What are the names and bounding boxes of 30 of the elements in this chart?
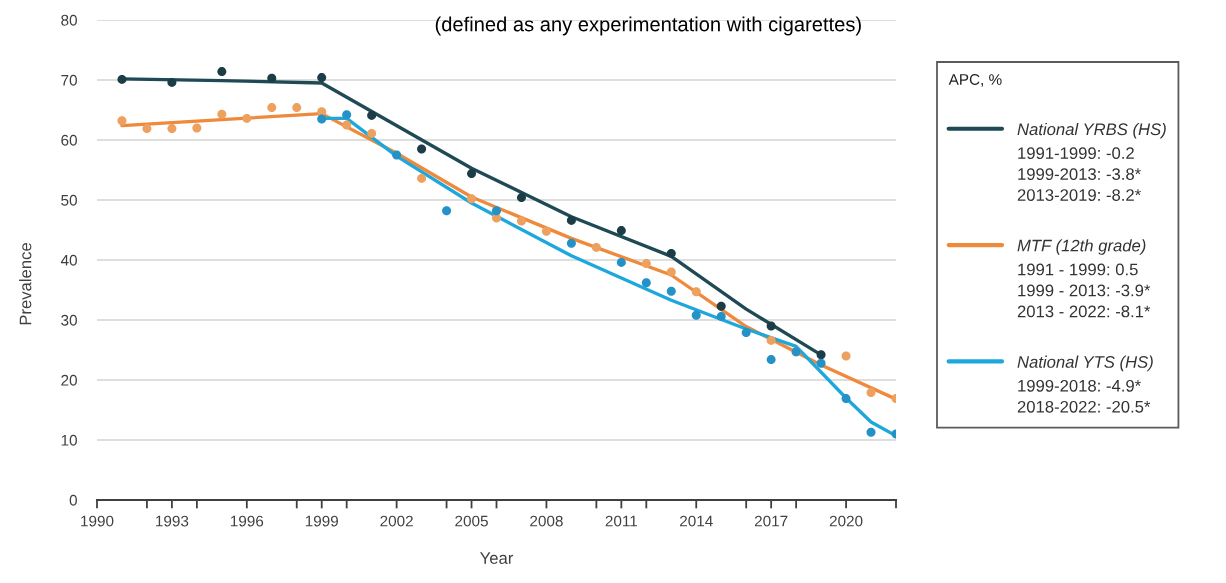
y-axis-title: Prevalence [19,243,32,325]
y-tick-label: 60 [61,134,77,146]
x-tick-label: 2017 [754,515,788,527]
y-tick-label: 80 [61,14,77,26]
legend-label: National YRBS (HS) [1017,122,1166,139]
y-tick-label: 20 [61,374,77,386]
x-tick-label: 2020 [829,515,863,527]
text: 1991 - 1999: 0.5 1999 - 2013: -3.9* 2013 - 2022: -8.1* [1017,263,1151,318]
legend-title: APC, % [948,74,1002,87]
x-tick-label: 1993 [156,515,189,527]
x-tick-label: 1996 [230,515,264,527]
y-tick-label: 50 [61,194,77,206]
legend-label: National YTS (HS) [1017,355,1153,372]
y-tick-label: 10 [61,434,77,446]
x-tick-label: 2002 [380,515,413,527]
y-tick-label: 70 [61,74,77,86]
y-tick-label: 30 [61,314,77,326]
y-tick-label: 40 [60,254,77,266]
chart-title: (defined as any experimentation with cigarettes) [435,16,861,36]
x-tick-label: 2008 [530,515,563,527]
text: 1991-1999: -0.2 1999-2013: -3.8* 2013-2019: -8.2* [1017,147,1141,201]
x-tick-label: 1990 [81,515,114,527]
text: 1999-2018: -4.9* 2018-2022: -20.5* [1017,379,1151,413]
x-tick-label: 2011 [605,515,638,527]
x-axis-title: Year [480,552,514,564]
x-tick-label: 2005 [455,515,488,527]
legend-label: MTF (12th grade) [1017,239,1146,255]
x-tick-label: 1999 [305,515,338,527]
x-tick-label: 2014 [680,515,713,527]
y-tick-label: 0 [69,494,77,506]
